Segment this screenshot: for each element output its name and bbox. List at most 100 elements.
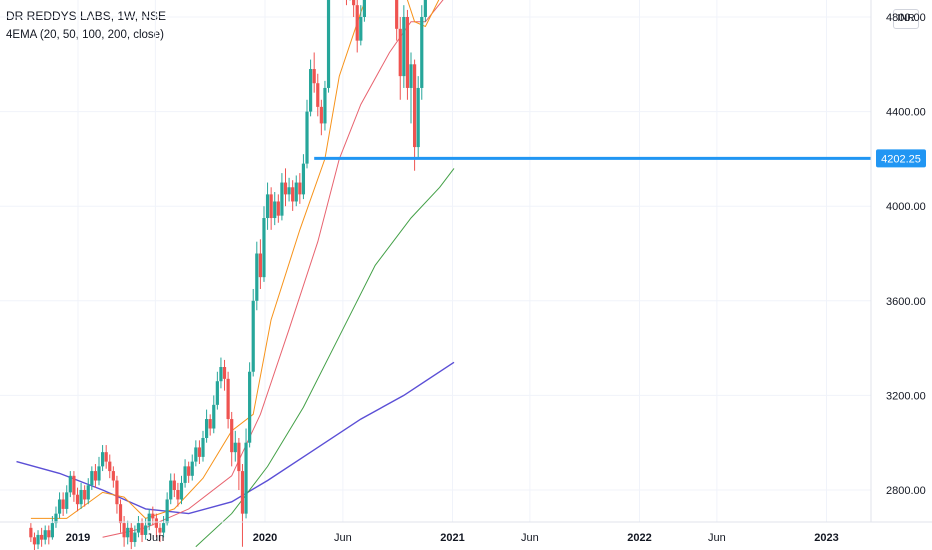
- candle-body: [65, 492, 69, 509]
- indicator-legend[interactable]: 4EMA (20, 50, 100, 200, close): [6, 29, 164, 41]
- candle-body: [219, 367, 223, 382]
- chart-title: DR REDDYS LABS, 1W, NSE: [6, 9, 167, 23]
- candle-body: [161, 523, 166, 533]
- candle-body: [122, 523, 126, 538]
- candle-body: [86, 485, 90, 500]
- candle: [179, 475, 184, 505]
- currency-button[interactable]: INR: [893, 9, 919, 29]
- candle-body: [100, 452, 105, 467]
- candle-body: [194, 447, 198, 462]
- candle: [129, 523, 133, 550]
- candle: [40, 527, 44, 547]
- candle: [136, 516, 141, 538]
- candle: [147, 508, 151, 531]
- candle: [126, 520, 130, 545]
- candle: [154, 513, 158, 538]
- level-badge-label: 4202.25: [881, 153, 921, 165]
- candle-body: [212, 404, 216, 429]
- candle-body: [54, 513, 58, 524]
- candle: [395, 0, 399, 41]
- candle-body: [50, 523, 54, 538]
- candle-body: [72, 475, 76, 495]
- candle-body: [154, 518, 158, 528]
- candle-body: [326, 0, 331, 88]
- candle: [50, 516, 54, 540]
- candle-body: [43, 530, 47, 540]
- candle: [47, 525, 51, 545]
- candle-body: [172, 480, 176, 490]
- candle-body: [230, 419, 234, 453]
- candle-body: [273, 201, 277, 219]
- candle-body: [29, 527, 33, 538]
- candle: [301, 154, 306, 200]
- candle-body: [93, 471, 98, 481]
- candle: [190, 454, 194, 481]
- candle: [201, 430, 205, 462]
- candle-body: [47, 530, 51, 538]
- candle-body: [61, 499, 65, 509]
- candle-body: [118, 504, 123, 524]
- candle: [402, 5, 406, 88]
- candle-body: [405, 17, 410, 88]
- candle-body: [68, 475, 72, 493]
- candle: [352, 0, 356, 17]
- ema20-line: [30, 0, 440, 519]
- candle-body: [57, 499, 62, 514]
- candle: [90, 466, 94, 490]
- candle-body: [423, 0, 427, 17]
- candle: [219, 357, 223, 389]
- candle-body: [190, 461, 194, 476]
- candle-body: [287, 187, 291, 195]
- candle-body: [305, 111, 309, 164]
- candle: [269, 187, 273, 230]
- candle: [280, 173, 284, 221]
- candle: [362, 0, 366, 22]
- candle-body: [355, 5, 359, 41]
- candle-body: [312, 69, 316, 84]
- candle: [93, 463, 98, 488]
- candle: [305, 99, 309, 169]
- y-tick-label: 3200.00: [886, 390, 926, 402]
- candle: [111, 466, 115, 488]
- candle: [308, 59, 313, 117]
- candle-body: [90, 471, 94, 486]
- candle: [65, 485, 69, 514]
- candle: [215, 371, 219, 410]
- candle: [212, 395, 216, 434]
- candle: [133, 525, 137, 547]
- candle-body: [179, 482, 184, 500]
- candle: [298, 173, 302, 204]
- candle: [294, 175, 298, 207]
- candle: [398, 17, 402, 100]
- candle-body: [169, 480, 173, 500]
- candle: [237, 437, 241, 490]
- candle-body: [197, 447, 202, 457]
- candle: [230, 411, 234, 467]
- candle: [115, 475, 119, 514]
- x-tick-label: Jun: [708, 532, 726, 544]
- candle-body: [126, 527, 130, 538]
- candle: [287, 177, 291, 202]
- candle-body: [97, 466, 101, 481]
- ema50-line: [102, 0, 444, 538]
- candle-body: [222, 367, 227, 379]
- candle-body: [183, 466, 187, 483]
- grid-layer: [0, 0, 871, 522]
- candle-body: [258, 253, 262, 278]
- y-tick-label: 4400.00: [886, 107, 926, 119]
- candle: [244, 428, 248, 519]
- candle-body: [237, 442, 241, 472]
- candle: [104, 445, 108, 469]
- y-tick-label: 2800.00: [886, 485, 926, 497]
- candle: [36, 530, 40, 550]
- candle: [420, 5, 424, 100]
- candle: [283, 168, 288, 207]
- level-badge-bg: [876, 149, 926, 168]
- x-tick-label: Jun: [521, 532, 539, 544]
- candle-body: [298, 182, 302, 195]
- x-tick-label: 2021: [440, 532, 464, 544]
- candle-body: [104, 452, 108, 462]
- candle: [197, 440, 202, 464]
- candle-body: [283, 182, 288, 195]
